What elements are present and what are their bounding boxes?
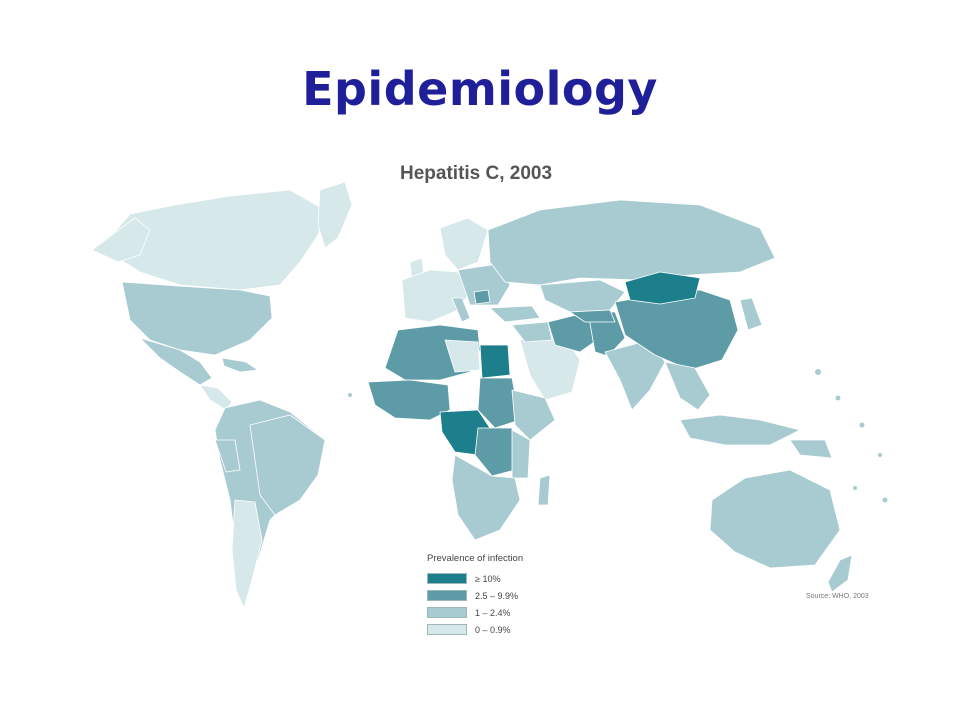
region-argentina-chile [231, 499, 263, 609]
island-dot [348, 393, 352, 397]
region-central-asia [569, 309, 616, 323]
slide-title: Epidemiology [302, 62, 658, 116]
island-dot [853, 486, 857, 490]
region-mongolia [624, 271, 701, 305]
legend-title: Prevalence of infection [427, 553, 524, 564]
region-eastern-europe [457, 263, 511, 306]
region-canada [107, 189, 326, 291]
region-romania [473, 289, 491, 305]
region-brazil [249, 414, 326, 516]
region-central-america [199, 384, 233, 411]
region-horn-of-africa [511, 389, 556, 441]
island-dot [882, 497, 888, 503]
region-scandinavia [439, 217, 489, 271]
region-western-europe [401, 269, 471, 323]
legend-label: 2.5 – 9.9% [475, 590, 519, 601]
legend-swatch [427, 573, 467, 584]
region-madagascar [537, 474, 551, 506]
region-west-africa [367, 379, 451, 421]
region-libya [444, 339, 481, 373]
legend-item: 0 – 0.9% [427, 621, 523, 638]
region-alaska [91, 217, 151, 263]
island-dot [878, 453, 882, 457]
region-greenland [317, 181, 353, 249]
island-dot [859, 422, 865, 428]
region-italy [451, 297, 471, 323]
region-iraq-levant [511, 321, 553, 343]
region-sudan [477, 377, 521, 429]
region-australia [709, 469, 841, 569]
region-papua [789, 439, 833, 459]
region-drc [474, 427, 516, 477]
region-mexico [139, 337, 213, 386]
region-indonesia [679, 414, 801, 446]
map-title: Hepatitis C, 2003 [400, 163, 553, 184]
region-korea-japan [739, 297, 763, 331]
region-peru [214, 439, 241, 473]
legend-label: 1 – 2.4% [475, 607, 511, 618]
island-dot [835, 395, 841, 401]
island-dot [815, 369, 821, 375]
legend-swatch [427, 607, 467, 618]
map-legend: Prevalence of infection ≥ 10% 2.5 – 9.9%… [427, 553, 523, 638]
legend-swatch [427, 590, 467, 601]
region-turkey [489, 305, 541, 323]
region-southeast-asia [664, 361, 711, 411]
legend-label: ≥ 10% [475, 573, 501, 584]
source-note: Source: WHO, 2003 [806, 593, 869, 600]
region-usa [121, 281, 273, 356]
region-kazakhstan [539, 279, 626, 313]
region-southern-africa [451, 454, 521, 541]
region-russia [487, 199, 776, 286]
legend-item: ≥ 10% [427, 570, 523, 587]
region-egypt [479, 344, 511, 379]
legend-swatch [427, 624, 467, 635]
legend-label: 0 – 0.9% [475, 624, 511, 635]
legend-item: 1 – 2.4% [427, 604, 523, 621]
region-new-zealand [827, 554, 853, 593]
legend-item: 2.5 – 9.9% [427, 587, 523, 604]
region-east-africa [511, 429, 531, 479]
region-caribbean [221, 357, 259, 373]
